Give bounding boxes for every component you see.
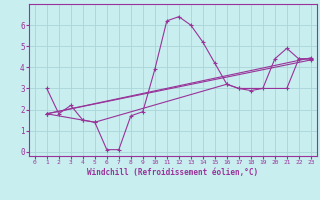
X-axis label: Windchill (Refroidissement éolien,°C): Windchill (Refroidissement éolien,°C) <box>87 168 258 177</box>
